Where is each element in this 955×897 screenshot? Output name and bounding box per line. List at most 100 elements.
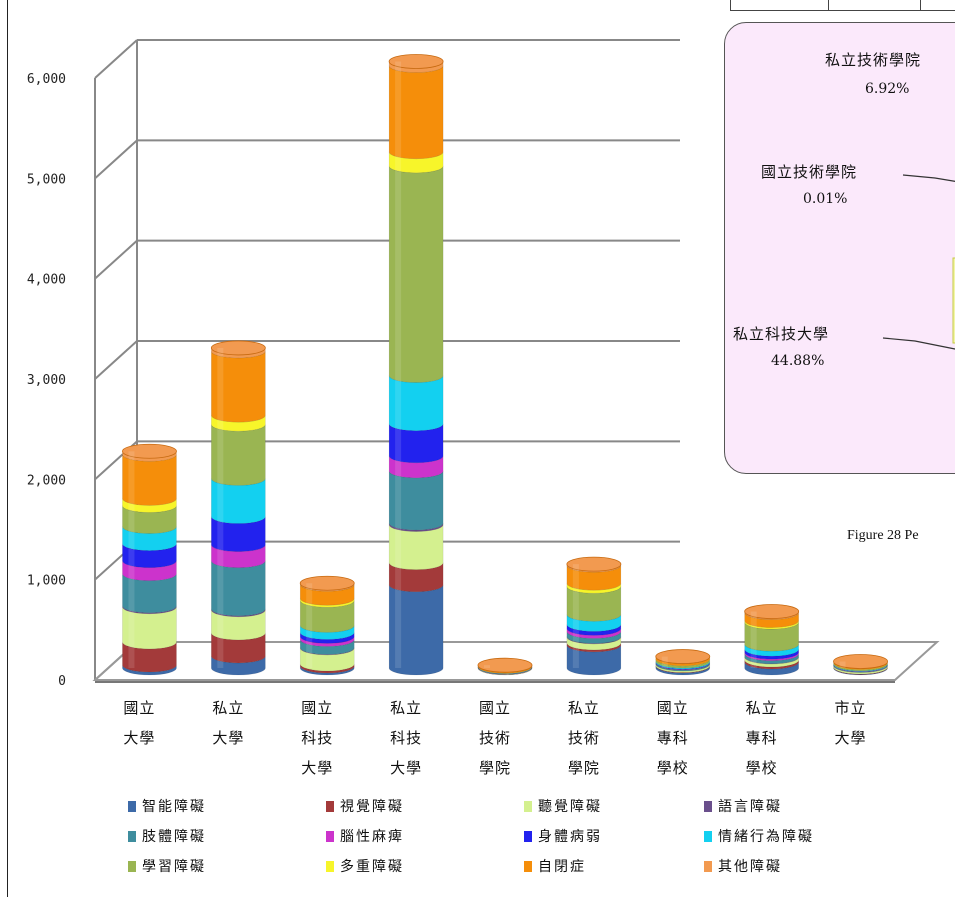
- legend-label: 學習障礙: [142, 859, 206, 875]
- pie-chart-panel: 私立技術學院 6.92% 國立技術學院 0.01% 私立科技大學 44.88%: [724, 22, 955, 474]
- pie-label-national-tech-college: 國立技術學院: [761, 163, 858, 181]
- legend-item: 其他障礙: [704, 856, 782, 876]
- chart-frame-border: [7, 0, 8, 897]
- legend-item: 情緒行為障礙: [704, 826, 814, 846]
- legend-label: 自閉症: [538, 859, 586, 875]
- figure-caption: Figure 28 Pe: [847, 528, 919, 543]
- bar-highlight: [395, 61, 402, 669]
- legend-swatch: [524, 800, 532, 812]
- legend-swatch: [326, 860, 334, 872]
- legend-item: 自閉症: [524, 856, 586, 876]
- bar-highlight: [306, 583, 313, 668]
- pie-leader-lines: [882, 174, 955, 350]
- legend-label: 腦性麻痺: [340, 829, 404, 845]
- legend-label: 情緒行為障礙: [718, 829, 814, 845]
- bar-cap: [210, 340, 266, 356]
- legend-item: 學習障礙: [128, 856, 206, 876]
- bar-stack: [566, 556, 622, 676]
- x-category-label: 大學: [390, 759, 422, 777]
- x-category-label: 國立: [301, 699, 333, 717]
- gridline-diagonal: [94, 239, 138, 280]
- legend-label: 身體病弱: [538, 829, 602, 845]
- legend-label: 肢體障礙: [142, 829, 206, 845]
- y-tick-label: 2,000: [27, 473, 66, 488]
- x-category-label: 國立: [479, 699, 511, 717]
- bar-stack: [833, 654, 888, 676]
- x-category-label: 專科: [657, 729, 689, 747]
- legend-swatch: [704, 830, 712, 842]
- legend-item: 智能障礙: [128, 796, 206, 816]
- y-tick-label: 6,000: [27, 72, 66, 87]
- bar-stack: [210, 340, 266, 676]
- table-strip: [730, 0, 955, 11]
- legend-item: 聽覺障礙: [524, 796, 602, 816]
- y-tick-label: 5,000: [27, 172, 66, 187]
- bar-layer: [122, 54, 888, 676]
- legend-item: 肢體障礙: [128, 826, 206, 846]
- x-category-label: 大學: [212, 729, 244, 747]
- legend-item: 腦性麻痺: [326, 826, 404, 846]
- bar-cap: [566, 556, 622, 572]
- bar-cap: [299, 575, 355, 591]
- bar-cap: [655, 649, 711, 664]
- pie-slice-edge: [952, 257, 955, 344]
- y-tick-label: 3,000: [27, 373, 66, 388]
- pie-label-private-tech-university: 私立科技大學: [733, 325, 830, 343]
- legend-label: 聽覺障礙: [538, 799, 602, 815]
- bar-cap: [388, 54, 444, 69]
- pie-pct-private-tech-college: 6.92%: [865, 81, 910, 97]
- y-tick-label: 0: [58, 674, 66, 689]
- bar-stack: [299, 575, 355, 676]
- legend-swatch: [524, 860, 532, 872]
- x-category-label: 學院: [568, 759, 600, 777]
- bar-stack: [744, 604, 800, 676]
- legend-swatch: [524, 830, 532, 842]
- pie-pct-private-tech-university: 44.88%: [771, 353, 825, 369]
- bar-highlight: [484, 665, 490, 668]
- legend-label: 語言障礙: [718, 799, 782, 815]
- legend-item: 視覺障礙: [326, 796, 404, 816]
- x-category-label: 學校: [746, 759, 778, 777]
- pie-label-private-tech-college: 私立技術學院: [825, 51, 922, 69]
- y-tick-label: 4,000: [27, 273, 66, 288]
- legend-swatch: [128, 800, 136, 812]
- bar-highlight: [217, 347, 224, 668]
- bar-highlight: [572, 564, 579, 668]
- bar-cap: [477, 657, 533, 673]
- pie-pct-national-tech-college: 0.01%: [803, 191, 848, 207]
- legend-item: 身體病弱: [524, 826, 602, 846]
- legend-label: 多重障礙: [340, 859, 404, 875]
- gridline-diagonal: [94, 139, 138, 180]
- x-category-label: 市立: [835, 699, 867, 717]
- legend-swatch: [326, 830, 334, 842]
- bar-highlight: [839, 661, 846, 668]
- x-category-label: 大學: [301, 759, 333, 777]
- bar-cap: [833, 654, 888, 669]
- legend-swatch: [326, 800, 334, 812]
- bar-cap: [744, 604, 800, 619]
- x-category-label: 技術: [568, 729, 600, 747]
- x-category-label: 私立: [212, 699, 244, 717]
- x-category-label: 大學: [835, 729, 867, 747]
- gridline-diagonal: [94, 39, 138, 79]
- y-tick-label: 1,000: [27, 574, 66, 589]
- gridline-diagonal: [94, 340, 138, 380]
- bar-stack: [122, 443, 177, 676]
- x-category-label: 技術: [479, 729, 511, 747]
- bar-highlight: [128, 451, 135, 668]
- x-category-label: 私立: [746, 699, 778, 717]
- legend-swatch: [704, 860, 712, 872]
- legend-swatch: [128, 860, 136, 872]
- x-category-label: 私立: [568, 699, 600, 717]
- x-category-label: 科技: [390, 729, 422, 747]
- x-category-label: 學院: [479, 759, 511, 777]
- bar-stack: [388, 54, 444, 676]
- legend-item: 多重障礙: [326, 856, 404, 876]
- bar-stack: [477, 657, 533, 676]
- x-category-label: 專科: [746, 729, 778, 747]
- bar-highlight: [661, 656, 668, 668]
- bar-highlight: [750, 611, 757, 668]
